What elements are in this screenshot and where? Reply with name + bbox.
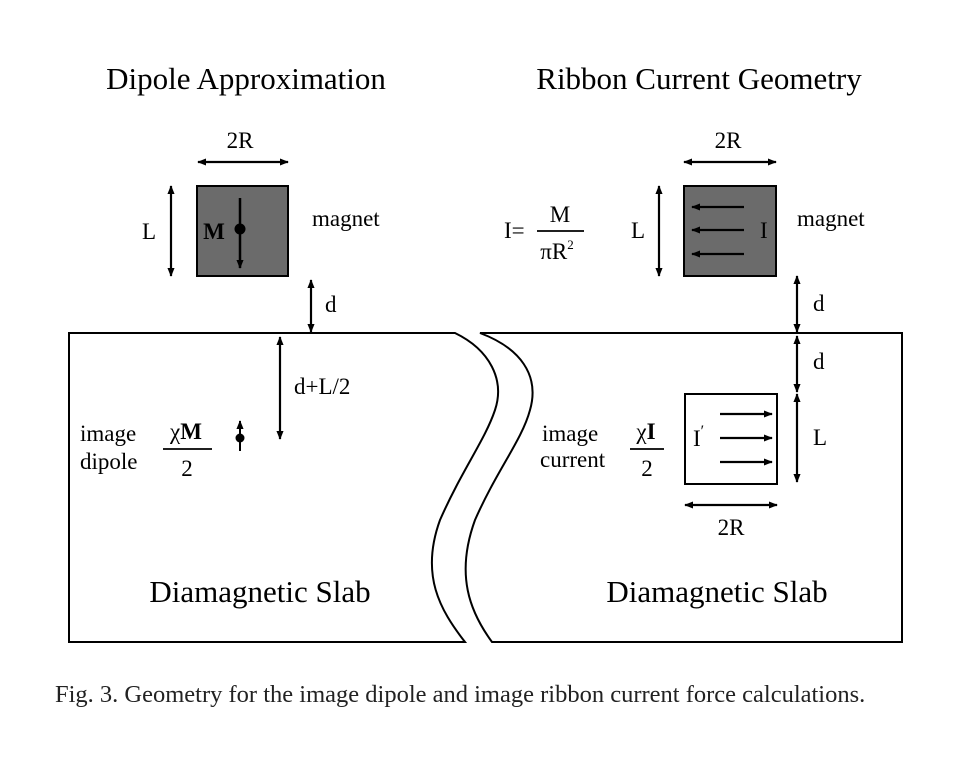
right-image-width-label: 2R [718, 515, 746, 540]
right-magnet-current-label: I [760, 218, 768, 243]
left-image-dipole-dot [235, 433, 245, 443]
left-magnet-width-label: 2R [227, 128, 255, 153]
left-image-fraction-denominator: 2 [181, 456, 193, 481]
left-image-label-line2: dipole [80, 449, 138, 474]
left-slab-label: Diamagnetic Slab [149, 574, 370, 609]
left-gap-label: d [325, 292, 337, 317]
right-gap-label: d [813, 291, 825, 316]
right-magnet-label: magnet [797, 206, 865, 231]
right-image-gap-label: d [813, 349, 825, 374]
left-image-distance-label: d+L/2 [294, 374, 350, 399]
left-image-label-line1: image [80, 421, 136, 446]
left-image-fraction-numerator: χM [169, 419, 202, 444]
left-magnet-label: magnet [312, 206, 380, 231]
right-image-label-line1: image [542, 421, 598, 446]
current-equation-lhs: I= [504, 218, 525, 243]
right-magnet-length-label: L [631, 218, 645, 243]
left-panel-title: Dipole Approximation [106, 61, 386, 96]
right-image-length-label: L [813, 425, 827, 450]
right-image-label-line2: current [540, 447, 606, 472]
right-slab-outline [464, 332, 903, 643]
right-image-fraction-numerator: χI [635, 419, 655, 444]
left-slab-outline [68, 332, 500, 643]
right-magnet-width-label: 2R [715, 128, 743, 153]
right-slab-label: Diamagnetic Slab [606, 574, 827, 609]
current-equation-numerator: M [550, 202, 570, 227]
current-equation-denominator: πR2 [540, 237, 573, 264]
right-panel-title: Ribbon Current Geometry [536, 61, 862, 96]
left-magnet-length-label: L [142, 219, 156, 244]
figure-caption: Fig. 3. Geometry for the image dipole an… [55, 681, 866, 708]
right-image-current-symbol: I′ [693, 423, 704, 451]
right-image-fraction-denominator: 2 [641, 456, 653, 481]
left-magnet-moment-label: M [203, 219, 225, 244]
